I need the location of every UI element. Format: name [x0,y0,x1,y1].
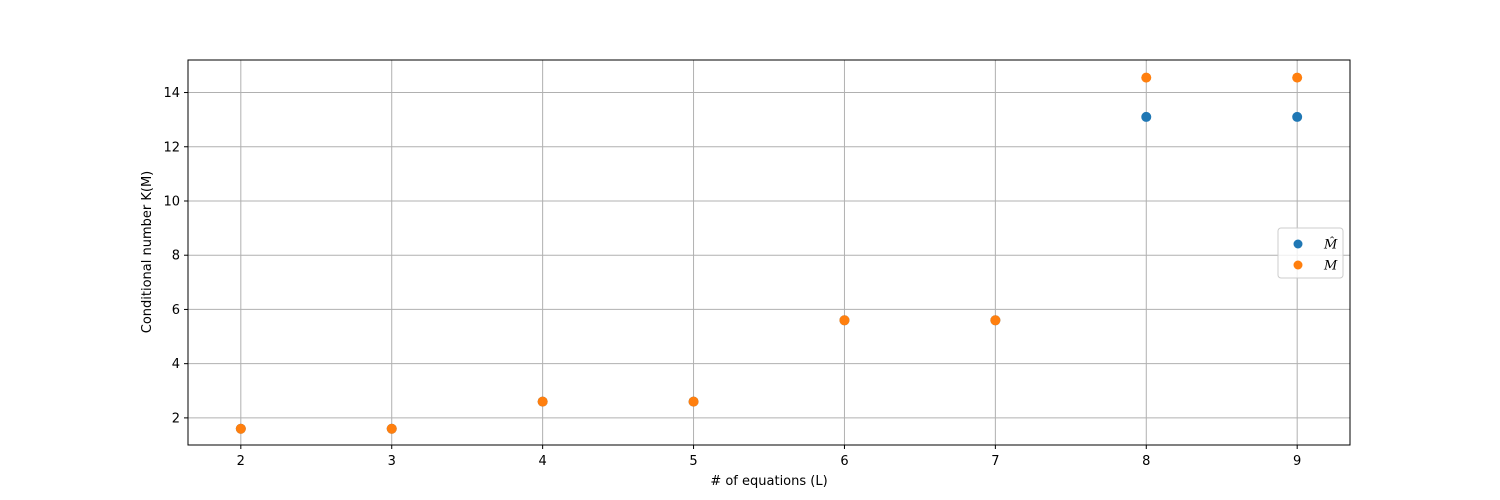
x-tick-label: 3 [388,454,396,469]
data-point-series-2 [386,423,397,434]
x-tick-label: 8 [1142,454,1150,469]
data-point-series-2 [235,423,246,434]
x-tick-label: 6 [840,454,848,469]
legend-marker [1293,260,1303,270]
plot-frame [187,59,1351,446]
legend-label: M [1323,259,1338,274]
y-tick-label: 4 [172,357,180,372]
data-points [235,72,1303,434]
data-point-series-1 [1292,111,1303,122]
y-tick-label: 12 [163,140,180,155]
legend: M̂ M [1277,227,1344,279]
data-point-series-2 [990,315,1001,326]
data-point-series-1 [1141,111,1152,122]
data-point-series-2 [537,396,548,407]
grid-lines [188,60,1350,445]
data-point-series-2 [1141,72,1152,83]
legend-marker [1293,239,1303,249]
y-tick-label: 14 [163,86,180,101]
y-tick-label: 6 [172,303,180,318]
data-point-series-2 [688,396,699,407]
y-axis-label: Conditional number K(M) [140,171,155,334]
y-tick-label: 10 [163,194,180,209]
y-tick-label: 2 [172,411,180,426]
data-point-series-2 [839,315,850,326]
data-point-series-2 [1292,72,1303,83]
x-tick-label: 7 [991,454,999,469]
x-tick-label: 5 [689,454,697,469]
legend-label: M̂ [1323,236,1338,252]
x-tick-label: 9 [1293,454,1301,469]
axis-ticks: 2 3 4 5 6 7 8 9 2 4 6 8 10 12 14 [163,86,1301,469]
x-axis-label: # of equations (L) [710,474,827,489]
x-tick-label: 2 [237,454,245,469]
y-tick-label: 8 [172,249,180,264]
x-tick-label: 4 [538,454,546,469]
plot-background [188,60,1350,445]
